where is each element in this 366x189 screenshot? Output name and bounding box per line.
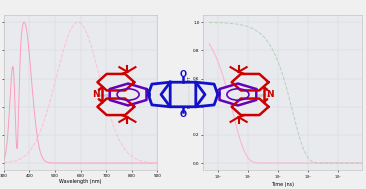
Text: N: N xyxy=(266,90,274,99)
Text: S: S xyxy=(146,89,151,98)
Polygon shape xyxy=(97,74,134,91)
Text: N: N xyxy=(92,90,100,99)
Polygon shape xyxy=(96,87,109,102)
Polygon shape xyxy=(110,84,146,105)
X-axis label: Time (ns): Time (ns) xyxy=(271,182,294,187)
Y-axis label: Normalised TTT: Normalised TTT xyxy=(188,77,192,108)
Text: S: S xyxy=(215,89,220,98)
Polygon shape xyxy=(97,98,134,115)
Polygon shape xyxy=(161,82,205,107)
Text: O: O xyxy=(179,70,187,79)
Polygon shape xyxy=(232,98,269,115)
X-axis label: Wavelength (nm): Wavelength (nm) xyxy=(59,179,102,184)
Polygon shape xyxy=(148,82,170,107)
Text: O: O xyxy=(179,110,187,119)
Polygon shape xyxy=(220,84,256,105)
Polygon shape xyxy=(232,74,269,91)
Polygon shape xyxy=(257,87,270,102)
Polygon shape xyxy=(196,82,218,107)
